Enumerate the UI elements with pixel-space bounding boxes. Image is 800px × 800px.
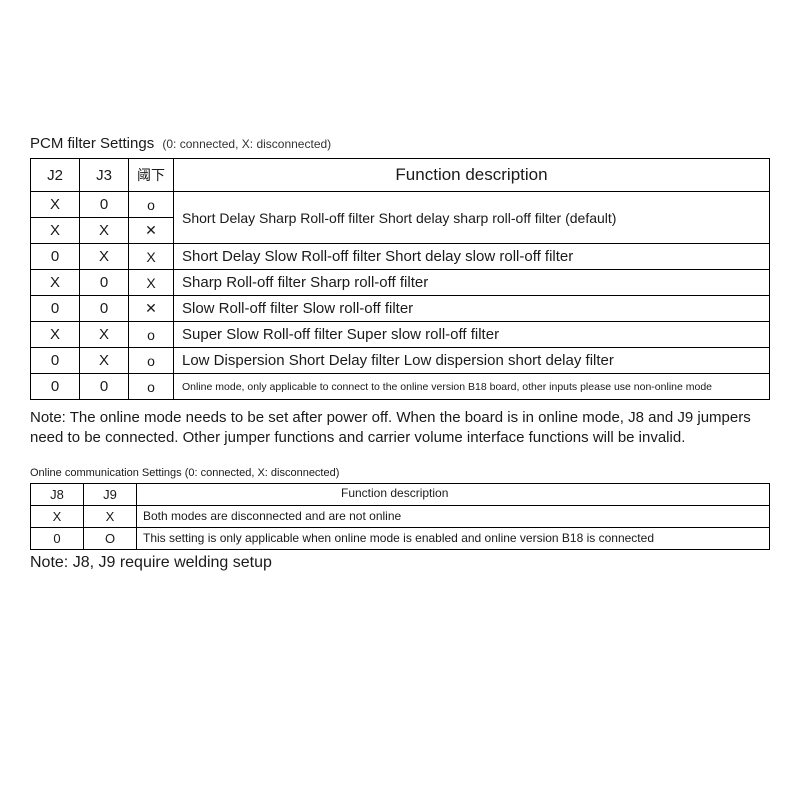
col-j2: J2 <box>31 159 80 192</box>
document-page: PCM filter Settings (0: connected, X: di… <box>0 0 800 572</box>
cell-j9: O <box>84 527 137 549</box>
section2-title: Online communication Settings (0: connec… <box>30 467 770 479</box>
cell-j3: 0 <box>80 296 129 322</box>
cell-desc: Both modes are disconnected and are not … <box>137 505 770 527</box>
section1-legend: (0: connected, X: disconnected) <box>162 137 331 151</box>
table-row: 0 0 ✕ Slow Roll-off filter Slow roll-off… <box>31 296 770 322</box>
cell-j2: 0 <box>31 348 80 374</box>
cell-desc: This setting is only applicable when onl… <box>137 527 770 549</box>
cell-j2: 0 <box>31 296 80 322</box>
section1-title-row: PCM filter Settings (0: connected, X: di… <box>30 135 770 152</box>
pcm-filter-table: J2 J3 阈下 Function description X 0 o Shor… <box>30 158 770 400</box>
section1-note: Note: The online mode needs to be set af… <box>30 408 770 449</box>
col-function-desc: Function description <box>141 483 770 505</box>
section2-note: Note: J8, J9 require welding setup <box>30 554 770 572</box>
cell-sym: o <box>129 192 174 218</box>
col-j9: J9 <box>84 483 137 505</box>
table-row: 0 O This setting is only applicable when… <box>31 527 770 549</box>
online-comm-table: J8 J9 Function description X X Both mode… <box>30 483 770 550</box>
cell-desc: Low Dispersion Short Delay filter Low di… <box>174 348 770 374</box>
cell-sym: X <box>129 244 174 270</box>
cell-sym: o <box>129 348 174 374</box>
col-j8: J8 <box>31 483 84 505</box>
cell-sym: X <box>129 270 174 296</box>
table-row: X 0 X Sharp Roll-off filter Sharp roll-o… <box>31 270 770 296</box>
cell-j3: 0 <box>80 192 129 218</box>
cell-j2: 0 <box>31 374 80 400</box>
cell-desc: Slow Roll-off filter Slow roll-off filte… <box>174 296 770 322</box>
cell-j3: X <box>80 218 129 244</box>
cell-j8: X <box>31 505 84 527</box>
cell-j9: X <box>84 505 137 527</box>
cell-j3: 0 <box>80 374 129 400</box>
table-row: X X o Super Slow Roll-off filter Super s… <box>31 322 770 348</box>
cell-desc: Sharp Roll-off filter Sharp roll-off fil… <box>174 270 770 296</box>
cell-sym: ✕ <box>129 218 174 244</box>
col-function-desc: Function description <box>174 159 770 192</box>
table-row: X 0 o Short Delay Sharp Roll-off filter … <box>31 192 770 218</box>
col-j3: J3 <box>80 159 129 192</box>
cell-j2: X <box>31 192 80 218</box>
cell-sym: ✕ <box>129 296 174 322</box>
cell-j3: X <box>80 244 129 270</box>
cell-desc: Online mode, only applicable to connect … <box>174 374 770 400</box>
cell-desc: Short Delay Slow Roll-off filter Short d… <box>174 244 770 270</box>
table-header-row: J8 J9 Function description <box>31 483 770 505</box>
col-threshold: 阈下 <box>129 159 174 192</box>
cell-j3: 0 <box>80 270 129 296</box>
table-row: 0 X o Low Dispersion Short Delay filter … <box>31 348 770 374</box>
cell-desc: Super Slow Roll-off filter Super slow ro… <box>174 322 770 348</box>
section1-title: PCM filter Settings <box>30 135 154 152</box>
table-row: X X Both modes are disconnected and are … <box>31 505 770 527</box>
cell-j2: 0 <box>31 244 80 270</box>
cell-j2: X <box>31 270 80 296</box>
cell-desc: Short Delay Sharp Roll-off filter Short … <box>174 192 770 244</box>
cell-j3: X <box>80 322 129 348</box>
cell-j8: 0 <box>31 527 84 549</box>
cell-sym: o <box>129 374 174 400</box>
cell-sym: o <box>129 322 174 348</box>
cell-j3: X <box>80 348 129 374</box>
cell-j2: X <box>31 322 80 348</box>
table-row: 0 0 o Online mode, only applicable to co… <box>31 374 770 400</box>
table-row: 0 X X Short Delay Slow Roll-off filter S… <box>31 244 770 270</box>
table-header-row: J2 J3 阈下 Function description <box>31 159 770 192</box>
cell-j2: X <box>31 218 80 244</box>
